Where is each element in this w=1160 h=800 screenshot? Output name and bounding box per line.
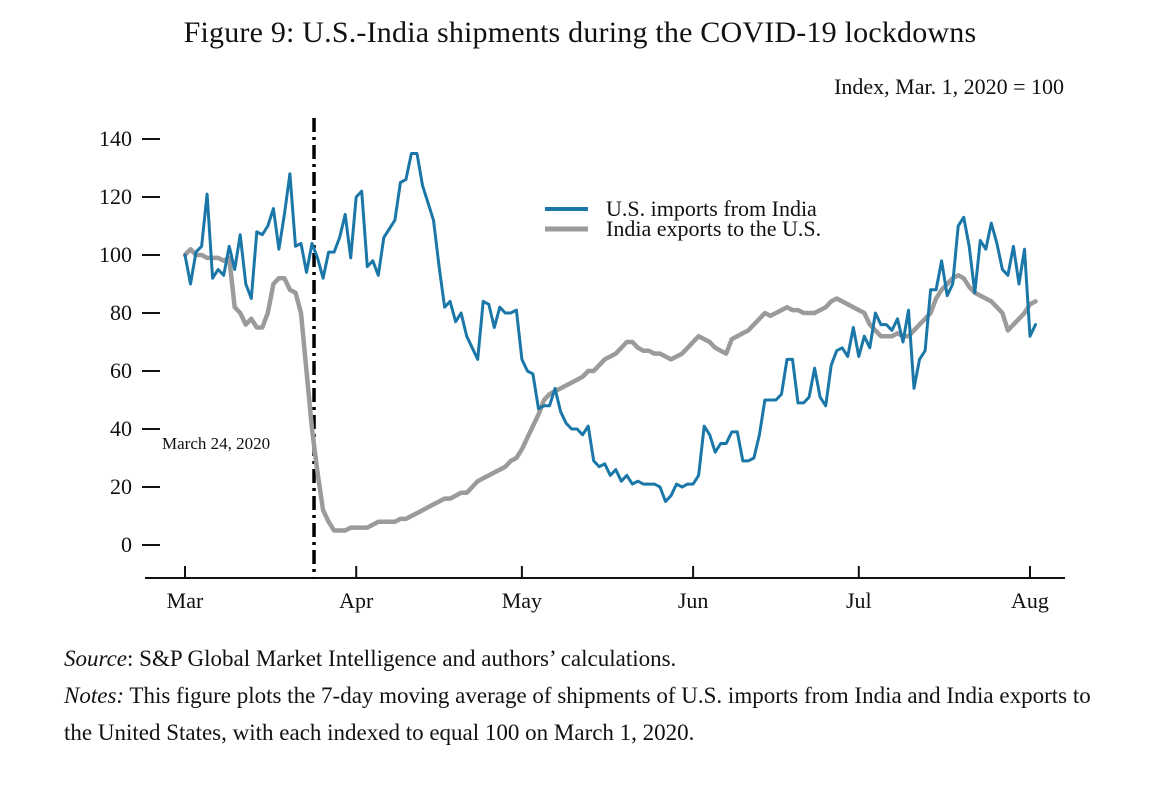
y-tick-label: 0 [121, 532, 132, 557]
source-line: Source: S&P Global Market Intelligence a… [64, 640, 1114, 677]
y-tick-label: 100 [99, 242, 132, 267]
source-text: : S&P Global Market Intelligence and aut… [127, 646, 677, 671]
y-axis: 0 20 40 60 80 100 120 140 [99, 126, 160, 557]
lockdown-marker: March 24, 2020 [162, 118, 316, 578]
y-tick-label: 140 [99, 126, 132, 151]
imports-series-line [183, 152, 1037, 503]
notes-label: Notes: [64, 683, 125, 708]
notes-line: Notes: This figure plots the 7-day movin… [64, 677, 1114, 751]
chart-subtitle: Index, Mar. 1, 2020 = 100 [834, 74, 1064, 99]
figure-notes: Source: S&P Global Market Intelligence a… [64, 640, 1114, 751]
legend-label: U.S. imports from India [606, 196, 817, 221]
y-tick-label: 20 [110, 474, 132, 499]
x-tick-label: May [502, 588, 542, 613]
x-tick-label: Mar [167, 588, 204, 613]
legend-label: India exports to the U.S. [606, 216, 821, 241]
y-tick-label: 80 [110, 300, 132, 325]
series-lines [182, 152, 1038, 533]
x-tick-label: Jul [846, 588, 872, 613]
x-tick-label: Aug [1011, 588, 1049, 613]
notes-text: This figure plots the 7-day moving avera… [64, 683, 1091, 745]
y-tick-label: 60 [110, 358, 132, 383]
x-tick-label: Jun [678, 588, 709, 613]
x-tick-label: Apr [339, 588, 374, 613]
lockdown-label: March 24, 2020 [162, 434, 270, 453]
source-label: Source [64, 646, 128, 671]
chart-title: Figure 9: U.S.-India shipments during th… [183, 16, 977, 49]
y-tick-label: 120 [99, 184, 132, 209]
x-axis: Mar Apr May Jun Jul Aug [145, 566, 1065, 613]
y-tick-label: 40 [110, 416, 132, 441]
exports-series-line [182, 246, 1038, 533]
